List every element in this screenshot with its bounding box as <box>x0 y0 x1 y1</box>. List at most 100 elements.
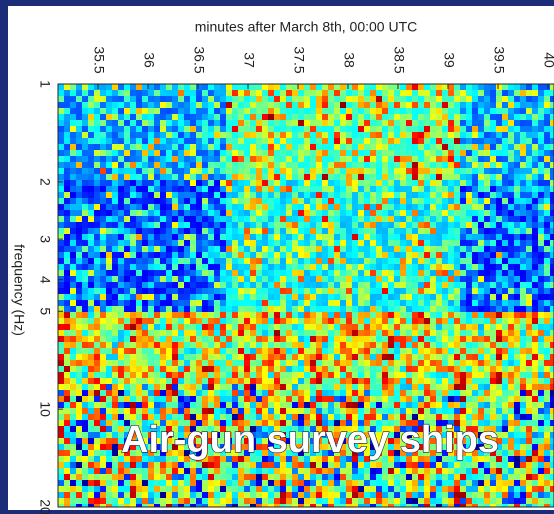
spectrogram-cell <box>334 96 340 102</box>
spectrogram-cell <box>130 390 136 396</box>
spectrogram-cell <box>202 246 208 252</box>
spectrogram-cell <box>178 420 184 426</box>
spectrogram-cell <box>220 210 226 216</box>
spectrogram-cell <box>454 168 460 174</box>
spectrogram-cell <box>490 252 496 258</box>
spectrogram-cell <box>292 390 298 396</box>
spectrogram-cell <box>442 330 448 336</box>
spectrogram-cell <box>430 162 436 168</box>
spectrogram-cell <box>214 180 220 186</box>
spectrogram-cell <box>508 138 514 144</box>
spectrogram-cell <box>130 402 136 408</box>
spectrogram-cell <box>70 438 76 444</box>
spectrogram-cell <box>526 156 532 162</box>
spectrogram-cell <box>106 174 112 180</box>
spectrogram-cell <box>298 318 304 324</box>
spectrogram-cell <box>76 276 82 282</box>
spectrogram-cell <box>280 438 286 444</box>
spectrogram-cell <box>310 384 316 390</box>
spectrogram-cell <box>436 162 442 168</box>
spectrogram-cell <box>334 252 340 258</box>
spectrogram-cell <box>334 426 340 432</box>
spectrogram-cell <box>58 228 64 234</box>
spectrogram-cell <box>196 318 202 324</box>
spectrogram-cell <box>214 138 220 144</box>
spectrogram-cell <box>442 432 448 438</box>
spectrogram-cell <box>256 144 262 150</box>
spectrogram-cell <box>340 342 346 348</box>
spectrogram-cell <box>238 306 244 312</box>
spectrogram-cell <box>322 216 328 222</box>
spectrogram-cell <box>160 414 166 420</box>
spectrogram-cell <box>376 210 382 216</box>
spectrogram-cell <box>400 108 406 114</box>
spectrogram-cell <box>160 282 166 288</box>
spectrogram-cell <box>286 408 292 414</box>
spectrogram-cell <box>520 246 526 252</box>
spectrogram-cell <box>430 222 436 228</box>
spectrogram-cell <box>418 390 424 396</box>
spectrogram-cell <box>370 222 376 228</box>
spectrogram-cell <box>424 114 430 120</box>
spectrogram-cell <box>304 354 310 360</box>
spectrogram-cell <box>244 228 250 234</box>
spectrogram-cell <box>352 174 358 180</box>
spectrogram-cell <box>70 252 76 258</box>
spectrogram-cell <box>466 342 472 348</box>
spectrogram-cell <box>76 216 82 222</box>
spectrogram-cell <box>238 336 244 342</box>
spectrogram-cell <box>538 216 544 222</box>
spectrogram-cell <box>328 282 334 288</box>
spectrogram-cell <box>394 96 400 102</box>
spectrogram-cell <box>70 192 76 198</box>
spectrogram-cell <box>454 240 460 246</box>
spectrogram-cell <box>208 84 214 90</box>
spectrogram-cell <box>226 102 232 108</box>
spectrogram-cell <box>388 270 394 276</box>
spectrogram-cell <box>460 312 466 318</box>
spectrogram-cell <box>430 390 436 396</box>
spectrogram-cell <box>148 192 154 198</box>
spectrogram-cell <box>274 174 280 180</box>
spectrogram-cell <box>76 324 82 330</box>
spectrogram-cell <box>286 384 292 390</box>
spectrogram-cell <box>388 390 394 396</box>
spectrogram-cell <box>340 186 346 192</box>
spectrogram-cell <box>412 414 418 420</box>
spectrogram-cell <box>382 342 388 348</box>
spectrogram-cell <box>232 102 238 108</box>
spectrogram-cell <box>430 156 436 162</box>
spectrogram-cell <box>58 390 64 396</box>
spectrogram-cell <box>100 210 106 216</box>
spectrogram-cell <box>358 414 364 420</box>
spectrogram-cell <box>76 150 82 156</box>
spectrogram-cell <box>172 120 178 126</box>
spectrogram-cell <box>532 318 538 324</box>
spectrogram-cell <box>496 108 502 114</box>
spectrogram-cell <box>160 258 166 264</box>
spectrogram-cell <box>238 402 244 408</box>
spectrogram-cell <box>358 306 364 312</box>
spectrogram-cell <box>88 366 94 372</box>
spectrogram-cell <box>322 114 328 120</box>
spectrogram-cell <box>430 234 436 240</box>
spectrogram-cell <box>388 300 394 306</box>
spectrogram-cell <box>190 414 196 420</box>
spectrogram-cell <box>388 306 394 312</box>
spectrogram-cell <box>166 318 172 324</box>
spectrogram-cell <box>394 318 400 324</box>
spectrogram-cell <box>148 228 154 234</box>
spectrogram-cell <box>88 348 94 354</box>
spectrogram-cell <box>550 240 554 246</box>
spectrogram-cell <box>208 198 214 204</box>
spectrogram-cell <box>220 180 226 186</box>
spectrogram-cell <box>94 426 100 432</box>
spectrogram-cell <box>184 282 190 288</box>
spectrogram-cell <box>76 366 82 372</box>
spectrogram-cell <box>94 264 100 270</box>
spectrogram-cell <box>460 294 466 300</box>
spectrogram-cell <box>442 222 448 228</box>
spectrogram-cell <box>448 252 454 258</box>
spectrogram-cell <box>472 108 478 114</box>
spectrogram-cell <box>496 180 502 186</box>
